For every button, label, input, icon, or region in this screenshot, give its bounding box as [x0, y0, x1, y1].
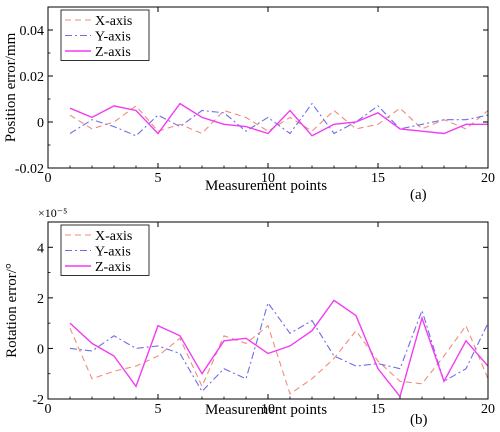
legend-label-y-axis: Y-axis	[95, 30, 131, 45]
y-tick-label: 0	[37, 116, 44, 131]
y-tick-label: 2	[37, 292, 44, 307]
y-tick-label: 0	[37, 342, 44, 357]
legend-label-x-axis: X-axis	[95, 14, 132, 29]
x-tick-label: 20	[481, 402, 495, 417]
x-tick-label: 10	[261, 171, 275, 186]
legend-label-y-axis: Y-axis	[95, 245, 131, 260]
y-axis-label: Position error/mm	[3, 32, 19, 142]
panel-label: (b)	[410, 412, 428, 428]
x-tick-label: 0	[45, 402, 52, 417]
series-line-y-axis	[69, 102, 489, 137]
x-tick-label: 20	[481, 171, 495, 186]
x-tick-label: 15	[371, 402, 385, 417]
y-tick-label: 0.02	[20, 70, 45, 85]
y-tick-label: -2	[32, 393, 44, 408]
panel-label: (a)	[410, 187, 427, 203]
x-tick-label: 0	[45, 171, 52, 186]
y-axis-label: Rotation error/°	[4, 263, 20, 358]
series-line-z-axis	[69, 102, 488, 137]
x-tick-label: 15	[371, 171, 385, 186]
y-tick-label: 4	[37, 241, 44, 256]
x-tick-label: 5	[155, 402, 162, 417]
y-tick-label: -0.02	[15, 162, 44, 177]
y-multiplier-label: ×10⁻⁵	[38, 206, 67, 220]
series-line-x-axis	[69, 324, 489, 395]
y-tick-label: 0.04	[20, 24, 45, 39]
legend-label-z-axis: Z-axis	[95, 45, 131, 60]
x-tick-label: 10	[261, 402, 275, 417]
legend-label-x-axis: X-axis	[95, 229, 132, 244]
x-axis-label: Measurement points	[205, 178, 327, 194]
x-tick-label: 5	[155, 171, 162, 186]
series-line-z-axis	[69, 299, 489, 399]
x-axis-label: Measurement points	[205, 402, 327, 418]
legend-label-z-axis: Z-axis	[95, 260, 131, 275]
series-line-y-axis	[69, 301, 489, 393]
